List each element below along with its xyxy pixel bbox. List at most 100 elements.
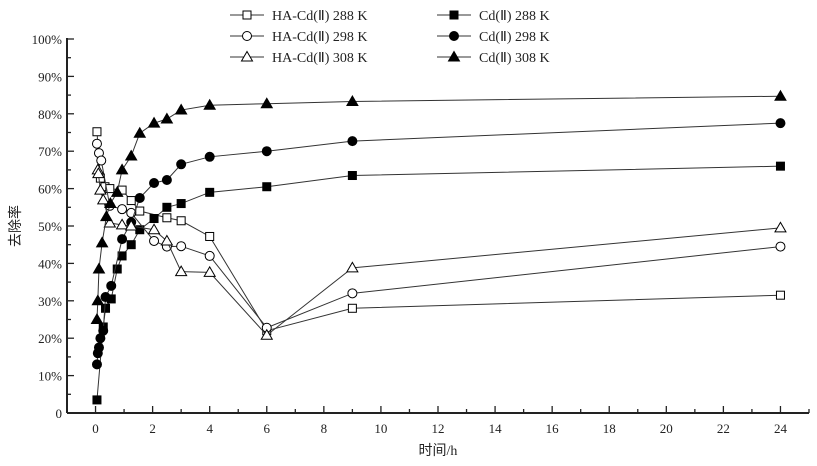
series-line [96,95,781,320]
data-point [774,89,787,101]
data-point [347,136,358,147]
series-line [96,131,781,332]
data-point [160,234,174,246]
data-point [100,210,113,222]
data-point [93,342,104,353]
series-1 [92,161,785,405]
series-line [96,122,781,365]
y-tick-label: 10% [38,369,62,384]
legend-item: HA-Cd(Ⅱ) 308 K [230,50,368,66]
data-point [260,328,274,340]
x-tick-label: 4 [206,421,213,436]
data-point [205,231,215,241]
y-tick-label: 40% [38,256,62,271]
data-point [147,223,161,235]
y-tick-label: 50% [38,219,62,234]
data-point [117,234,128,245]
data-point [775,118,786,129]
legend-marker [449,10,459,20]
data-point [774,221,787,233]
data-point [91,359,102,370]
data-point [91,138,102,149]
data-point [95,236,109,248]
legend-label: Cd(Ⅱ) 298 K [479,30,550,45]
data-point [149,235,160,246]
data-point [347,171,357,181]
x-tick-label: 16 [546,421,560,436]
data-point [147,116,161,128]
y-tick-label: 30% [38,294,62,309]
data-point [775,241,786,252]
x-tick-label: 18 [603,421,616,436]
legend-label: Cd(Ⅱ) 288 K [479,9,550,24]
data-point [100,292,111,303]
data-point [106,280,117,291]
axes: 0 2 4 6 8 10 12 14 16 18 20 22 24010%20%30%40%50%60%… [32,32,810,436]
data-point [160,112,174,124]
data-point [174,265,188,277]
series-2 [91,138,786,333]
y-tick-label: 60% [38,182,62,197]
series-line [96,143,781,329]
data-point [110,185,124,197]
data-point [260,97,274,109]
data-point [149,214,159,224]
data-point [103,216,117,228]
data-point [261,146,272,157]
data-point [775,290,785,300]
data-point [112,264,122,274]
data-point [204,250,215,261]
legend-label: HA-Cd(Ⅱ) 288 K [272,9,368,24]
data-point [92,395,102,405]
y-tick-label: 0 [56,406,63,421]
x-tick-label: 22 [717,421,730,436]
y-tick-label: 80% [38,107,62,122]
data-point [115,218,129,230]
data-point [346,261,359,273]
data-point [135,206,145,216]
legend-marker [242,10,252,20]
x-tick-label: 6 [264,421,271,436]
legend-label: Cd(Ⅱ) 308 K [479,51,550,66]
data-point [105,184,115,194]
series-layer [90,89,787,405]
data-point [176,241,187,252]
data-point [205,187,215,197]
data-point [203,98,217,110]
y-tick-label: 20% [38,331,62,346]
data-point [203,265,217,277]
data-point [346,94,359,106]
data-point [91,294,105,306]
data-point [176,199,186,209]
x-tick-label: 20 [660,421,673,436]
legend-marker [242,31,252,41]
legend-item: Cd(Ⅱ) 308 K [437,50,550,66]
x-tick-label: 8 [321,421,328,436]
y-tick-label: 90% [38,69,62,84]
legend-marker [240,50,254,62]
data-point [115,163,129,175]
data-point [104,197,117,209]
legend-marker [447,50,461,62]
legend-item: Cd(Ⅱ) 298 K [437,30,550,45]
data-point [204,151,215,162]
data-point [176,159,187,170]
legend-item: Cd(Ⅱ) 288 K [437,9,550,24]
data-point [176,216,186,226]
legend-marker [449,31,459,41]
data-point [347,288,358,299]
x-tick-label: 2 [149,421,156,436]
data-point [90,313,104,324]
data-point [117,204,128,215]
data-point [149,177,160,188]
data-point [775,161,785,171]
data-point [96,155,107,166]
data-point [96,193,110,205]
y-axis-label: 去除率 [7,205,24,247]
legend: HA-Cd(Ⅱ) 288 K Cd(Ⅱ) 288 K HA-Cd(Ⅱ) 298 K C… [230,9,550,66]
data-point [161,174,172,185]
series-3 [91,118,786,370]
legend-label: HA-Cd(Ⅱ) 308 K [272,51,368,66]
x-axis-label: 时间/h [419,443,458,459]
